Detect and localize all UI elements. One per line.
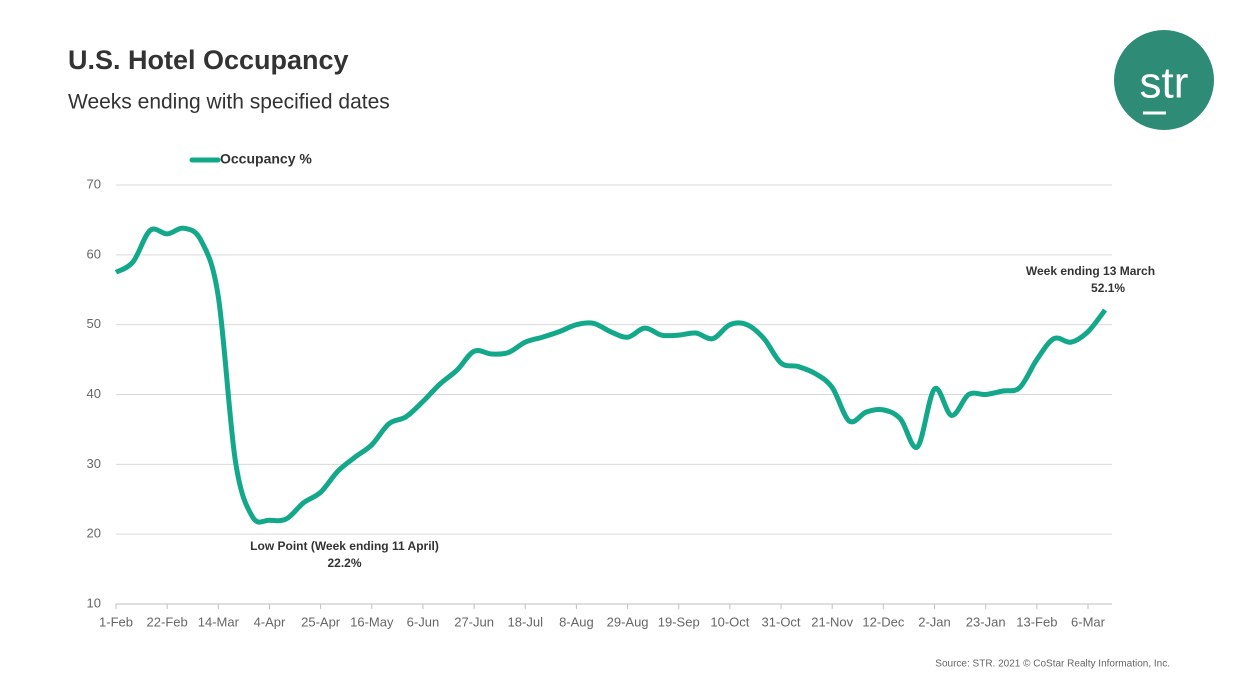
x-tick-label: 6-Jun [407, 614, 440, 629]
annotation: Low Point (Week ending 11 April) [250, 539, 439, 553]
x-tick-label: 14-Mar [198, 614, 240, 629]
x-tick-label: 25-Apr [301, 614, 341, 629]
x-tick-label: 29-Aug [607, 614, 649, 629]
x-tick-label: 1-Feb [99, 614, 133, 629]
x-tick-label: 6-Mar [1071, 614, 1106, 629]
x-tick-label: 4-Apr [254, 614, 286, 629]
y-tick-label: 50 [87, 316, 101, 331]
x-tick-label: 16-May [350, 614, 394, 629]
x-tick-label: 12-Dec [862, 614, 904, 629]
y-tick-label: 10 [87, 595, 101, 610]
x-tick-label: 18-Jul [508, 614, 544, 629]
series-line [114, 225, 1108, 525]
x-tick-label: 19-Sep [658, 614, 700, 629]
legend-label: Occupancy % [220, 151, 312, 167]
x-tick-label: 2-Jan [918, 614, 951, 629]
x-tick-label: 10-Oct [710, 614, 749, 629]
value-label: 52.1% [1091, 281, 1125, 295]
source: Source: STR. 2021 © CoStar Realty Inform… [935, 659, 1170, 670]
x-tick-label: 27-Jun [454, 614, 494, 629]
logo: str [1140, 59, 1189, 108]
title: U.S. Hotel Occupancy [68, 45, 349, 75]
subtitle: Weeks ending with specified dates [68, 91, 390, 114]
value-label: 22.2% [328, 556, 362, 570]
x-tick-label: 8-Aug [559, 614, 594, 629]
x-tick-label: 13-Feb [1016, 614, 1057, 629]
y-tick-label: 20 [87, 526, 101, 541]
y-tick-label: 70 [87, 176, 101, 191]
x-tick-label: 23-Jan [966, 614, 1006, 629]
x-tick-label: 22-Feb [147, 614, 188, 629]
y-tick-label: 40 [87, 386, 101, 401]
y-tick-label: 60 [87, 246, 101, 261]
x-tick-label: 21-Nov [811, 614, 853, 629]
y-tick-label: 30 [87, 456, 101, 471]
x-tick-label: 31-Oct [762, 614, 801, 629]
logo-circle [1114, 30, 1214, 130]
annotation: Week ending 13 March [1026, 264, 1155, 278]
